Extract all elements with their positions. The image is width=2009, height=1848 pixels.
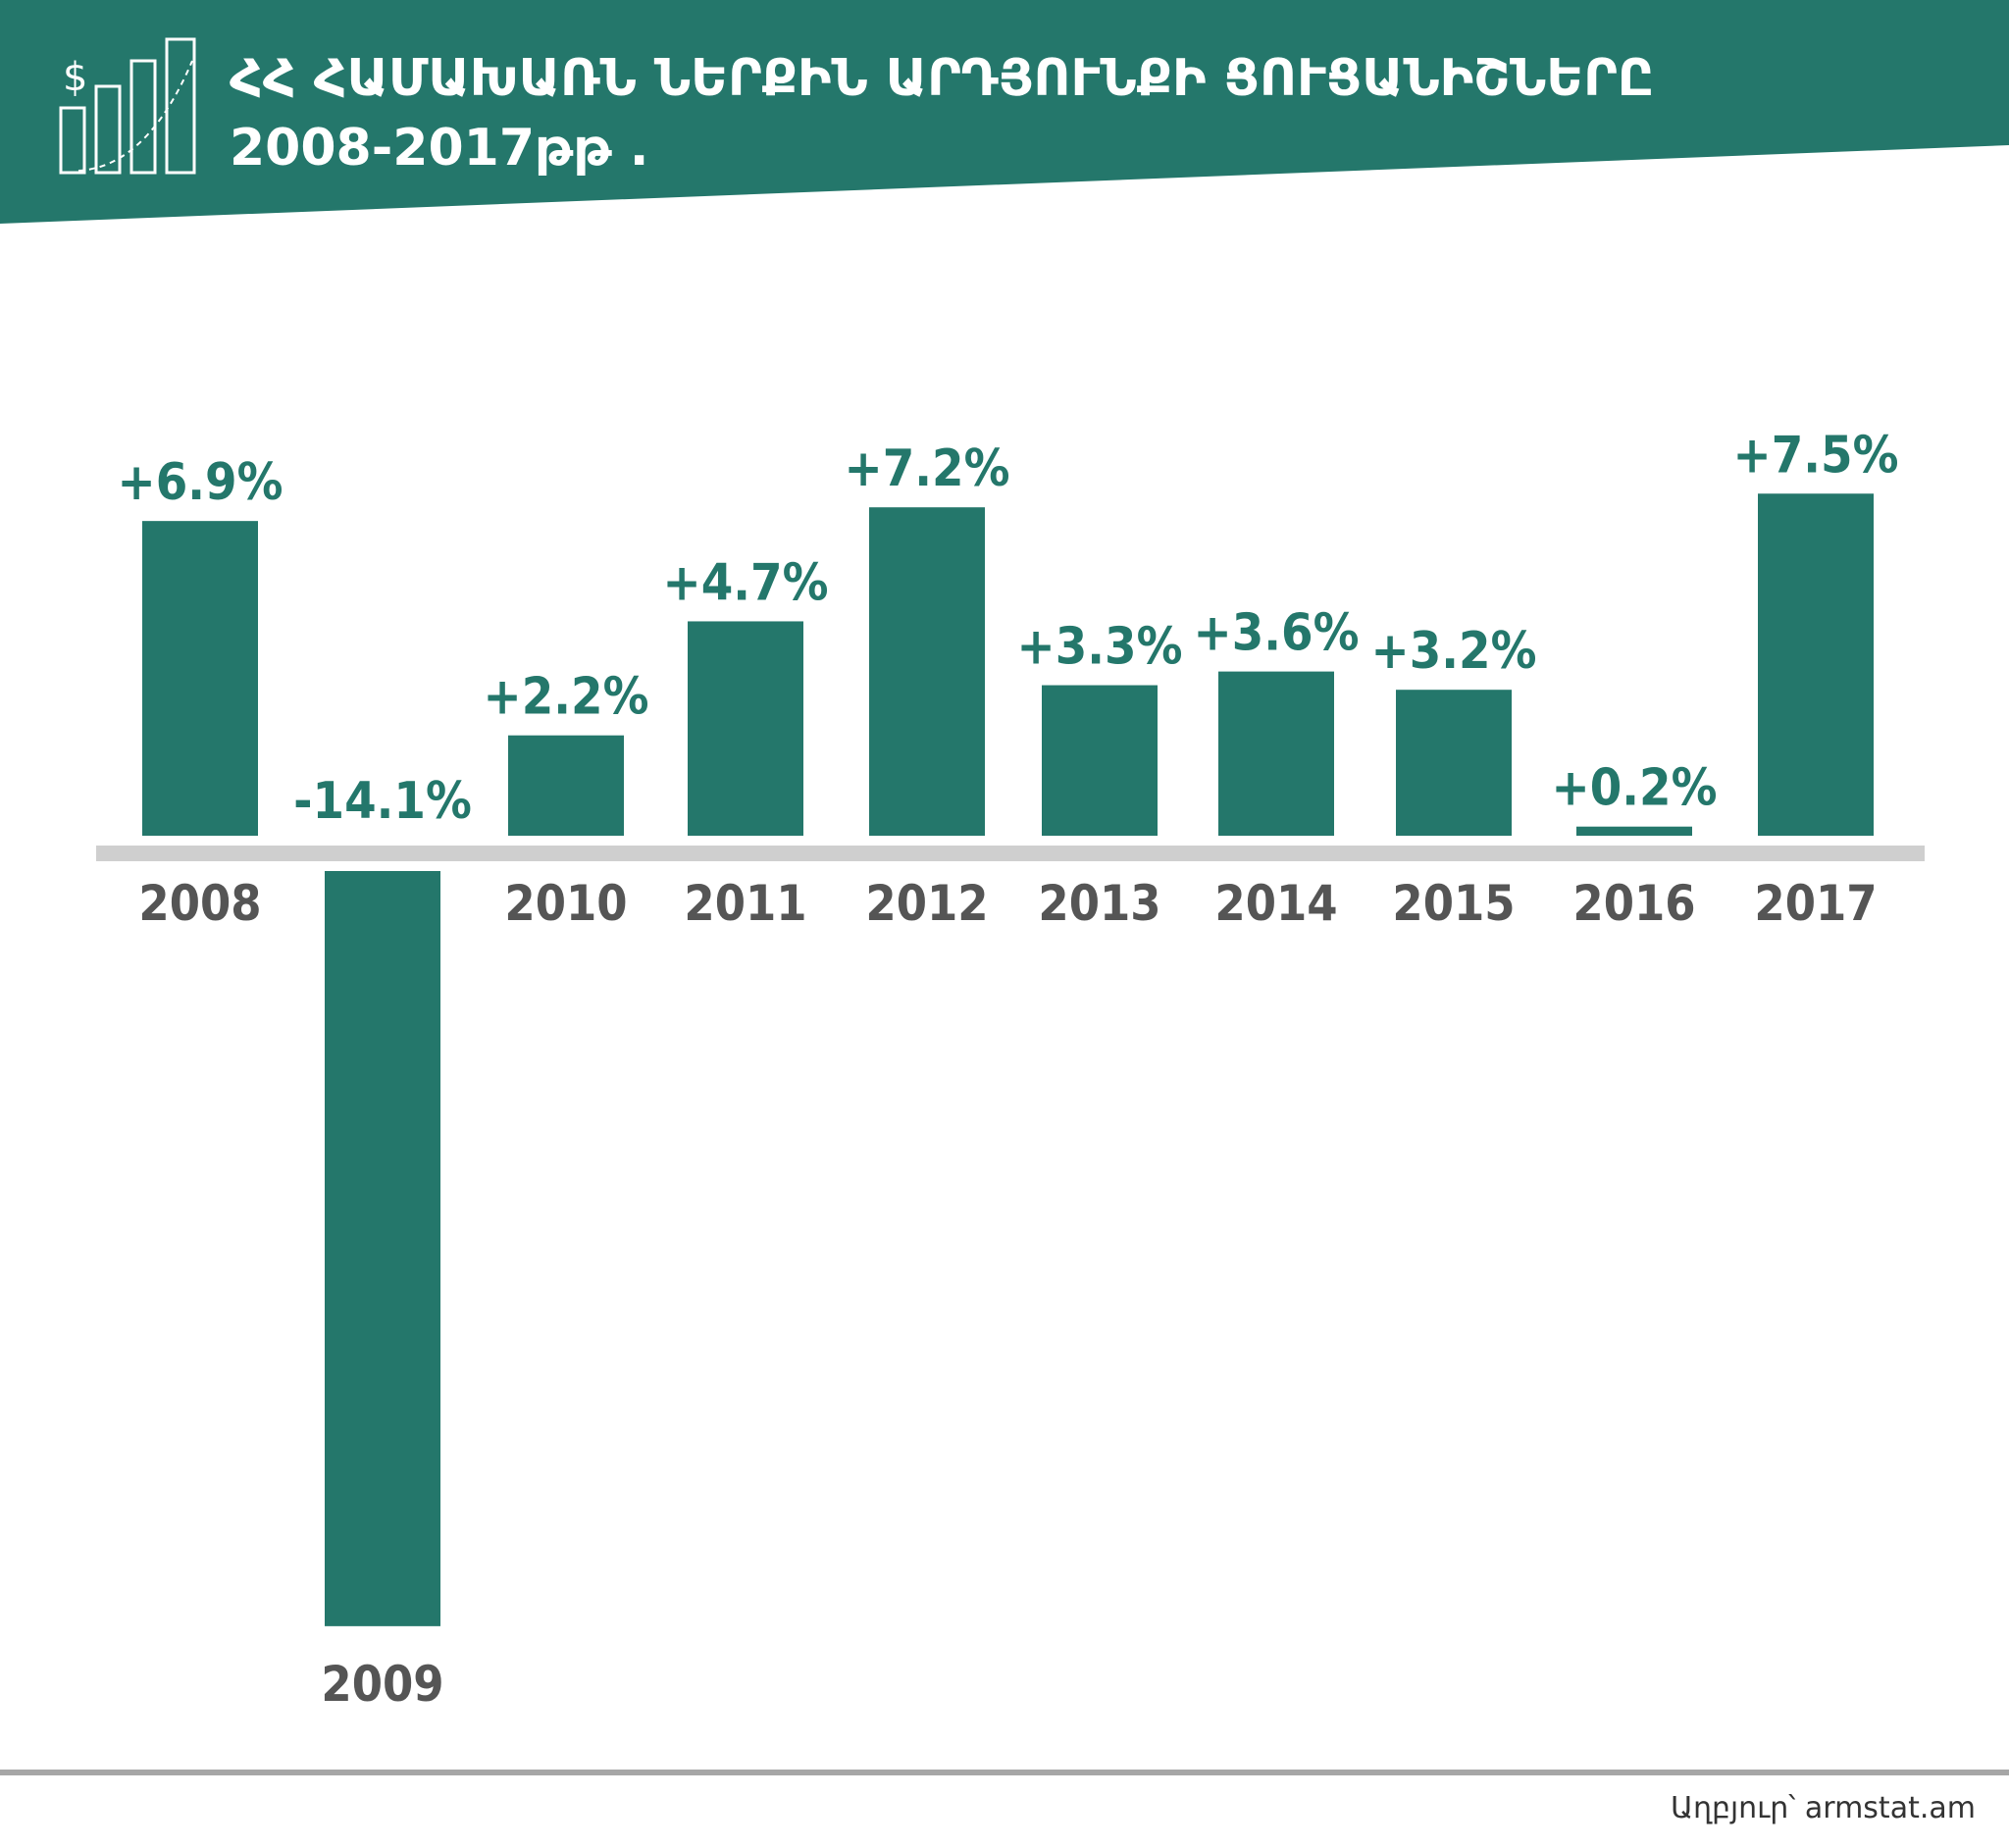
year-label-2016: 2016: [1572, 875, 1695, 932]
value-label-2012: +7.2%: [845, 439, 1010, 498]
growth-chart-icon: $: [59, 37, 196, 175]
value-label-2010: +2.2%: [484, 668, 649, 727]
bar-2008: [142, 521, 258, 836]
bar-2015: [1396, 690, 1512, 836]
value-label-2015: +3.2%: [1371, 622, 1537, 681]
bars-group: [142, 493, 1874, 1626]
value-label-2009: -14.1%: [293, 772, 472, 831]
value-label-2011: +4.7%: [663, 553, 829, 612]
year-label-2010: 2010: [504, 875, 627, 932]
year-label-2011: 2011: [684, 875, 806, 932]
value-labels-group: +6.9% -14.1%+2.2%+4.7% +7.2% +3.3% +3.6% +3.2…: [118, 426, 1899, 831]
year-label-2009: 2009: [321, 1656, 443, 1713]
bar-2016: [1576, 826, 1692, 836]
source-note: Աղբյուր՝ armstat.am: [1671, 1791, 1976, 1825]
header-title-line1: ՀՀ ՀԱՄԱԽԱՌՆ ՆԵՐՔԻՆ ԱՐԴՅՈՒՆՔԻ ՑՈՒՑԱՆԻՇՆԵՐ…: [230, 49, 1654, 108]
header-banner: [0, 0, 2009, 224]
bar-2012: [869, 507, 985, 836]
value-label-2014: +3.6%: [1194, 604, 1360, 663]
bar-2009: [325, 871, 440, 1626]
year-label-2012: 2012: [865, 875, 988, 932]
bar-2014: [1218, 671, 1334, 836]
bar-2011: [688, 621, 803, 836]
footer-divider: [0, 1770, 2009, 1775]
year-labels-group: 2008 2009 2010 2011 2012 2013 2014 2015 2016 2017: [138, 875, 1877, 1713]
year-label-2013: 2013: [1038, 875, 1160, 932]
year-label-2014: 2014: [1214, 875, 1337, 932]
year-label-2015: 2015: [1392, 875, 1515, 932]
zero-axis: [96, 846, 1925, 861]
bar-2017: [1758, 493, 1874, 836]
year-label-2017: 2017: [1754, 875, 1877, 932]
value-label-2017: +7.5%: [1733, 426, 1899, 485]
dollar-icon: $: [63, 55, 87, 100]
header-title-line2: 2008-2017թթ .: [230, 119, 649, 178]
bar-2010: [508, 735, 624, 836]
bar-2013: [1042, 685, 1158, 836]
value-label-2016: +0.2%: [1552, 759, 1718, 818]
value-label-2008: +6.9%: [118, 453, 283, 512]
year-label-2008: 2008: [138, 875, 261, 932]
value-label-2013: +3.3%: [1017, 618, 1183, 677]
